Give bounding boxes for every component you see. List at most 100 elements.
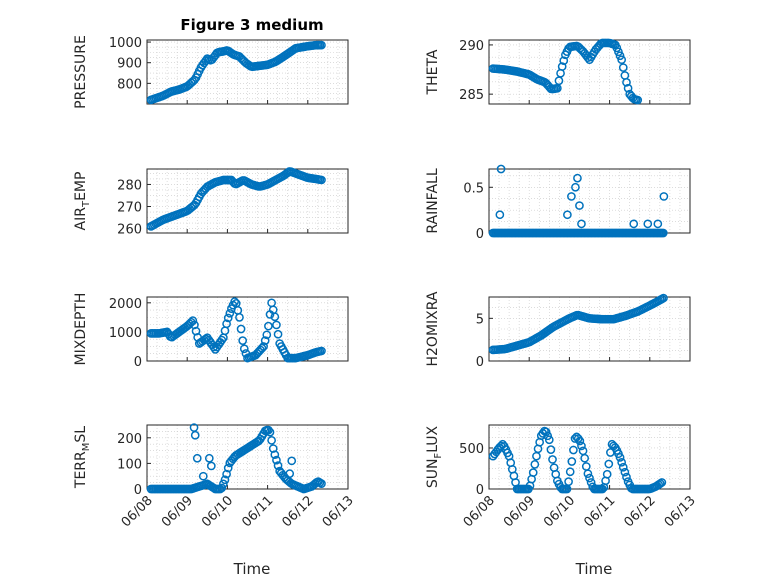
data-point [543, 431, 553, 441]
subplot-terr: 0 100 200 06/08 06/09 06/10 06/11 06/12 06/13 TER… [73, 423, 357, 530]
data-point [541, 427, 551, 437]
data-point [622, 472, 631, 482]
data-point [223, 313, 233, 323]
data-point [264, 321, 273, 331]
data-point [577, 441, 586, 451]
data-point [615, 453, 625, 462]
y-tick-label: 0 [134, 355, 142, 370]
data-point [618, 63, 628, 72]
data-point [557, 62, 567, 71]
data-point [192, 453, 202, 463]
y-tick-label: 290 [459, 39, 484, 54]
data-point [223, 463, 233, 473]
data-point [659, 293, 668, 303]
x-tick-label: 06/12 [280, 493, 317, 530]
y-tick-label: 100 [117, 457, 142, 472]
subplot-h2omixra: 0 5 H2OMIXRA [425, 291, 691, 370]
data-point [544, 435, 554, 445]
data-point [273, 461, 283, 470]
data-point [633, 95, 643, 105]
data-point [238, 336, 248, 345]
x-axis-label-right: Time [575, 560, 613, 578]
data-point [265, 427, 275, 437]
y-axis-label: THETA [425, 49, 441, 95]
axes-frame [146, 168, 349, 234]
figure-title: Figure 3 medium [180, 16, 323, 34]
x-tick-label: 06/09 [501, 493, 538, 530]
data-point [577, 219, 586, 229]
data-point [230, 297, 239, 307]
data-point [585, 473, 594, 483]
data-point [653, 219, 663, 229]
data-point [260, 336, 270, 345]
x-tick-label: 06/09 [159, 493, 196, 530]
y-tick-label: 200 [117, 432, 142, 447]
data-point [270, 312, 280, 322]
axes-frame [488, 296, 691, 362]
data-point [567, 192, 576, 201]
y-tick-label: 900 [117, 57, 142, 72]
data-point [220, 475, 230, 485]
data-point [570, 434, 580, 443]
subplot-theta: 285 290 THETA [425, 38, 691, 105]
data-point [259, 342, 268, 351]
x-tick-label: 06/13 [662, 493, 699, 530]
data-point [617, 55, 627, 65]
y-axis-label: AIRTEMP [73, 172, 92, 231]
data-point [569, 445, 578, 455]
data-point [612, 43, 622, 53]
data-point [657, 478, 667, 487]
data-point [567, 457, 577, 466]
data-point [285, 469, 295, 478]
data-point [617, 457, 627, 467]
data-point [659, 192, 669, 201]
y-axis-label: MIXDEPTH [73, 293, 89, 366]
data-point [623, 83, 633, 93]
data-point [573, 173, 582, 183]
data-point [546, 445, 556, 454]
data-point [559, 56, 569, 66]
data-point [317, 40, 326, 50]
y-tick-label: 0 [476, 355, 484, 370]
y-tick-label: 280 [117, 178, 142, 193]
data-point [273, 329, 283, 339]
data-point [206, 461, 216, 471]
subplot-rainfall: 0 0.5 RAINFALL [425, 164, 691, 242]
data-point [655, 479, 665, 488]
data-point [530, 460, 540, 469]
subplot-air: 260 270 280 AIRTEMP [73, 167, 349, 238]
subplot-mixdepth: 0 1000 2000 MIXDEPTH [73, 293, 349, 370]
data-point [622, 77, 631, 87]
data-point [580, 453, 590, 463]
data-point [575, 436, 585, 446]
data-point [198, 471, 208, 481]
data-point [575, 201, 584, 210]
data-point [236, 324, 246, 334]
axes-frame [488, 39, 691, 105]
x-tick-label: 06/08 [119, 493, 156, 530]
data-point [643, 219, 653, 229]
data-point [267, 436, 276, 445]
subplot-pressure: 800 900 1000 PRESSURE [73, 35, 349, 109]
y-tick-label: 0.5 [463, 181, 484, 196]
data-point [270, 450, 280, 460]
y-axis-label: RAINFALL [425, 168, 441, 233]
data-point [264, 425, 273, 435]
y-tick-label: 270 [117, 201, 142, 216]
data-point [602, 469, 612, 479]
x-tick-label: 06/13 [320, 493, 357, 530]
y-axis-label: TERRMSL [73, 426, 92, 489]
y-tick-label: 800 [117, 77, 142, 92]
y-tick-label: 0 [476, 227, 484, 242]
data-point [239, 344, 249, 354]
x-tick-label: 06/10 [199, 493, 236, 530]
y-tick-label: 285 [459, 88, 484, 103]
x-tick-label: 06/10 [541, 493, 578, 530]
data-point [235, 313, 244, 322]
subplot-sun: 0 500 06/08 06/09 06/10 06/11 06/12 06/13 SUNFLU… [425, 424, 699, 530]
data-point [188, 316, 198, 326]
data-point [496, 164, 506, 174]
data-point [620, 467, 630, 477]
